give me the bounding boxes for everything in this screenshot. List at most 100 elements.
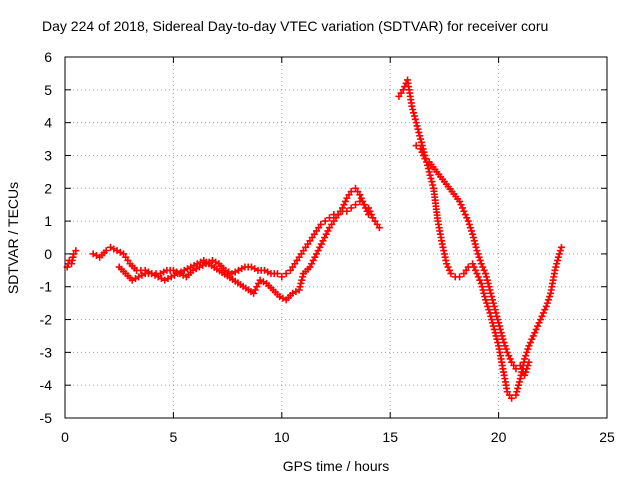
data-point: [482, 270, 490, 278]
data-point-interp: [522, 352, 530, 360]
data-point: [555, 250, 563, 258]
data-point-interp: [493, 335, 501, 343]
data-point-interp: [524, 345, 532, 353]
data-point-interp: [292, 288, 300, 296]
data-point: [490, 302, 498, 310]
data-point-interp: [506, 355, 514, 363]
series-night-b: [412, 142, 533, 379]
data-point-interp: [471, 240, 479, 248]
data-point: [443, 260, 451, 268]
data-point: [167, 273, 175, 281]
data-point-interp: [341, 197, 349, 205]
data-point-interp: [471, 266, 479, 274]
data-point-interp: [231, 268, 239, 276]
y-tick-label: 6: [44, 49, 52, 65]
data-point-interp: [488, 293, 496, 301]
data-point-interp: [488, 316, 496, 324]
data-point: [486, 286, 494, 294]
data-point-interp: [469, 234, 477, 241]
data-point-interp: [489, 322, 497, 330]
data-point-interp: [110, 245, 118, 253]
data-point-interp: [470, 263, 478, 271]
data-point: [347, 188, 355, 196]
data-point: [161, 276, 169, 284]
data-point-interp: [316, 243, 324, 251]
data-point: [360, 201, 368, 209]
data-point-interp: [415, 128, 423, 136]
data-point-interp: [491, 306, 499, 314]
series-day-b: [115, 184, 373, 304]
data-point-interp: [482, 273, 490, 281]
data-point-interp: [502, 345, 510, 353]
data-point: [421, 155, 429, 163]
series-night-a: [395, 76, 565, 402]
data-point: [169, 266, 177, 274]
data-point: [486, 309, 494, 317]
data-point: [490, 325, 498, 333]
data-point-interp: [544, 296, 552, 304]
y-tick-label: -2: [40, 312, 53, 328]
data-point-interp: [479, 263, 487, 271]
data-point-interp: [308, 260, 316, 268]
data-point: [456, 273, 464, 281]
data-point-interp: [485, 306, 493, 314]
data-point-interp: [541, 306, 549, 314]
data-point: [365, 211, 373, 219]
series-early: [63, 247, 80, 271]
data-point-interp: [417, 138, 425, 146]
data-point-interp: [522, 368, 530, 376]
data-point: [347, 204, 355, 212]
data-point-interp: [426, 171, 434, 179]
data-point-interp: [476, 256, 484, 264]
data-point-interp: [314, 247, 322, 255]
data-point-interp: [413, 122, 421, 130]
data-point-interp: [418, 148, 426, 156]
data-point: [234, 266, 242, 274]
data-point-interp: [479, 286, 487, 294]
data-point-interp: [164, 275, 172, 283]
data-point-interp: [501, 342, 509, 350]
data-point-interp: [526, 339, 534, 347]
data-point-interp: [357, 194, 365, 202]
data-point-interp: [514, 384, 522, 392]
data-point-interp: [251, 286, 259, 294]
data-point: [477, 260, 485, 268]
data-point-interp: [554, 256, 562, 264]
data-point-interp: [183, 265, 191, 273]
data-point: [180, 266, 188, 274]
data-point-interp: [151, 271, 159, 279]
x-tick-label: 0: [61, 429, 69, 445]
data-point: [516, 361, 524, 369]
data-point-interp: [317, 240, 325, 248]
data-point-interp: [157, 275, 165, 283]
data-point: [282, 270, 290, 278]
data-point: [352, 201, 360, 209]
data-point: [447, 270, 455, 278]
data-point-interp: [524, 361, 532, 369]
data-point-interp: [474, 273, 482, 281]
data-point: [495, 319, 503, 327]
data-point-interp: [322, 230, 330, 238]
data-point: [425, 168, 433, 176]
data-point: [477, 279, 485, 287]
data-point: [538, 312, 546, 320]
x-tick-label: 15: [382, 429, 398, 445]
data-point-interp: [468, 227, 475, 235]
data-point: [508, 394, 516, 402]
data-point-interp: [238, 265, 246, 273]
data-point: [312, 250, 320, 258]
data-point: [295, 286, 303, 294]
data-point-interp: [552, 263, 560, 271]
data-point-interp: [427, 174, 435, 182]
data-point: [534, 322, 542, 330]
y-tick-label: 2: [44, 180, 52, 196]
data-point-interp: [537, 316, 545, 324]
data-point: [469, 260, 477, 268]
data-point: [260, 266, 268, 274]
data-point: [317, 220, 325, 228]
data-point-interp: [409, 106, 417, 114]
data-point: [72, 247, 80, 255]
chart-title: Day 224 of 2018, Sidereal Day-to-day VTE…: [42, 18, 548, 34]
data-point-interp: [531, 329, 539, 337]
